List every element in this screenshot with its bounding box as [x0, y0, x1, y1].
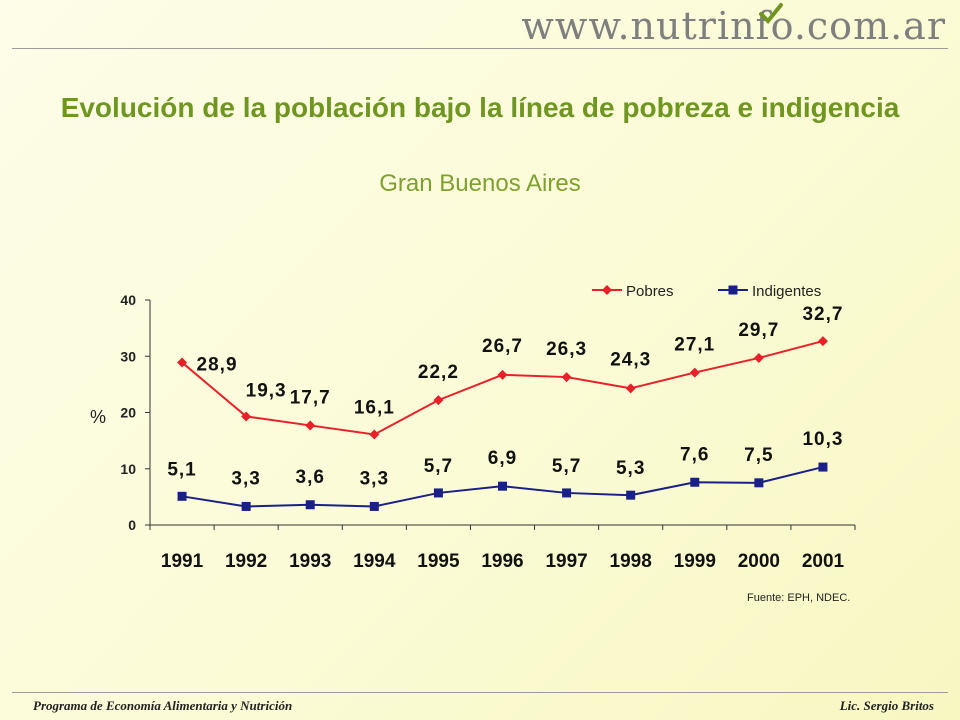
- footer-program: Programa de Economía Alimentaria y Nutri…: [33, 698, 293, 713]
- data-point-pobres: [689, 367, 700, 378]
- data-point-indigentes: [369, 501, 379, 511]
- site-logo[interactable]: www.nutrinfo.com.ar: [521, 4, 946, 48]
- checkmark-icon: [759, 3, 783, 24]
- data-point-indigentes: [818, 462, 828, 472]
- data-point-indigentes: [177, 491, 187, 501]
- data-label: 3,6: [296, 467, 325, 488]
- header-divider: [12, 48, 948, 49]
- data-label: 10,3: [802, 429, 843, 450]
- x-tick-label: 1998: [610, 551, 652, 572]
- data-point-indigentes: [626, 490, 636, 500]
- x-tick-label: 1992: [225, 551, 267, 572]
- x-tick-label: 1991: [161, 551, 204, 572]
- data-point-pobres: [305, 420, 316, 431]
- data-label: 29,7: [738, 320, 779, 341]
- x-tick-label: 1996: [481, 551, 523, 572]
- y-tick-label: 40: [120, 292, 136, 308]
- data-label: 5,7: [424, 456, 453, 477]
- page-title: Evolución de la población bajo la línea …: [60, 92, 900, 123]
- x-tick-label: 2001: [802, 551, 845, 572]
- data-label: 32,7: [802, 304, 843, 325]
- data-label: 7,5: [744, 445, 773, 466]
- x-tick-label: 1999: [674, 551, 716, 572]
- data-point-pobres: [177, 357, 188, 368]
- data-label: 5,1: [167, 459, 196, 480]
- data-point-pobres: [241, 411, 252, 422]
- data-point-indigentes: [562, 488, 572, 498]
- data-label: 28,9: [197, 354, 238, 375]
- data-label: 3,3: [360, 468, 389, 489]
- x-tick-label: 1995: [417, 551, 460, 572]
- data-point-pobres: [369, 429, 380, 440]
- data-label: 24,3: [610, 349, 651, 370]
- data-label: 26,3: [546, 339, 587, 360]
- x-tick-label: 2000: [738, 551, 780, 572]
- y-tick-label: 10: [120, 461, 136, 477]
- data-point-indigentes: [433, 488, 443, 498]
- data-label: 22,2: [418, 362, 459, 383]
- data-label: 3,3: [231, 468, 260, 489]
- data-label: 16,1: [354, 397, 395, 418]
- data-point-indigentes: [305, 500, 315, 510]
- legend-label: Pobres: [626, 283, 674, 300]
- data-label: 17,7: [290, 387, 331, 408]
- data-point-pobres: [433, 395, 444, 406]
- y-axis-label: %: [90, 407, 106, 427]
- data-point-pobres: [625, 383, 636, 394]
- x-tick-label: 1997: [545, 551, 587, 572]
- data-label: 26,7: [482, 336, 523, 357]
- data-point-pobres: [753, 352, 764, 363]
- data-point-indigentes: [754, 478, 764, 488]
- footer-author: Lic. Sergio Britos: [839, 698, 934, 713]
- data-point-pobres: [561, 372, 572, 383]
- data-label: 19,3: [246, 380, 287, 401]
- data-point-pobres: [817, 336, 828, 347]
- footer-divider: [12, 692, 948, 693]
- y-tick-label: 0: [128, 517, 136, 533]
- data-point-indigentes: [498, 481, 507, 491]
- data-point-indigentes: [241, 501, 251, 511]
- y-tick-label: 30: [120, 348, 136, 364]
- source-note: Fuente: EPH, NDEC.: [747, 592, 851, 604]
- data-label: 5,3: [616, 458, 645, 479]
- data-label: 27,1: [674, 335, 715, 356]
- data-label: 7,6: [680, 444, 709, 465]
- legend-label: Indigentes: [752, 283, 821, 300]
- y-tick-label: 20: [120, 405, 136, 421]
- x-tick-label: 1993: [289, 551, 331, 572]
- legend-marker: [602, 285, 612, 295]
- x-tick-label: 1994: [353, 551, 396, 572]
- legend-marker: [728, 285, 738, 295]
- data-point-indigentes: [690, 477, 700, 487]
- data-label: 5,7: [552, 456, 581, 477]
- page-subtitle: Gran Buenos Aires: [379, 170, 581, 197]
- data-point-pobres: [497, 369, 508, 380]
- data-label: 6,9: [488, 448, 517, 469]
